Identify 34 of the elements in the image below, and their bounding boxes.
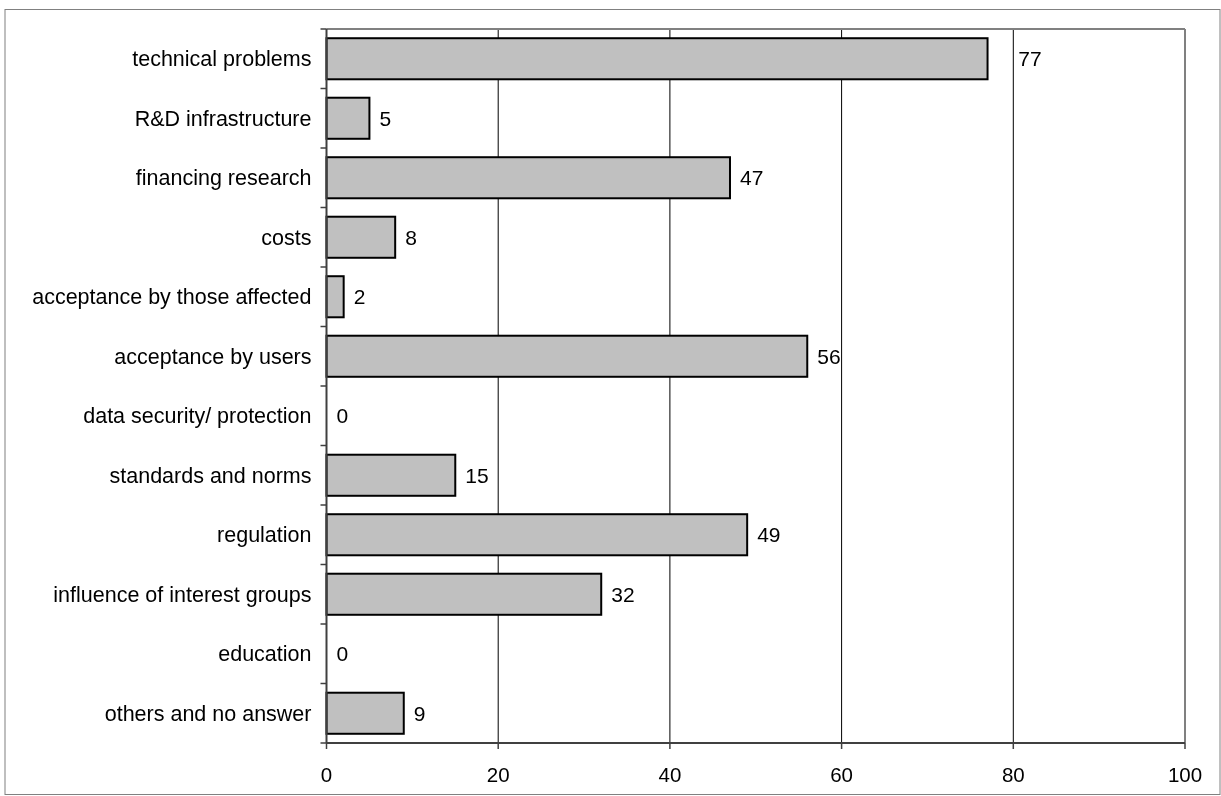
x-tick-label: 40 [658, 763, 682, 786]
x-tick-label: 0 [320, 763, 333, 786]
bar [325, 691, 405, 735]
y-tick-label: standards and norms [109, 463, 312, 488]
y-tick-label: education [218, 642, 312, 667]
data-label: 77 [1018, 47, 1042, 71]
y-tick-label: costs [261, 225, 312, 250]
data-label: 5 [379, 106, 392, 130]
x-tick-label: 20 [486, 763, 510, 786]
x-tick-label: 100 [1167, 763, 1203, 786]
y-tick-label: R&D infrastructure [134, 106, 312, 131]
bar [325, 453, 457, 497]
bar [325, 96, 371, 140]
data-label: 2 [353, 285, 366, 309]
data-label: 49 [757, 523, 781, 547]
data-label: 56 [817, 344, 841, 368]
y-tick-label: influence of interest groups [53, 582, 312, 607]
y-tick-label: regulation [217, 523, 312, 548]
data-label: 47 [739, 166, 764, 190]
y-tick-label: acceptance by users [114, 344, 312, 369]
x-tick-label: 60 [830, 763, 854, 786]
data-label: 9 [413, 701, 426, 725]
y-tick-label: data security/ protection [83, 404, 312, 429]
data-label: 15 [465, 463, 489, 487]
data-label: 0 [336, 642, 349, 666]
x-tick-label: 80 [1001, 763, 1025, 786]
y-tick-label: others and no answer [104, 701, 312, 726]
data-label: 32 [611, 582, 635, 606]
bar [325, 215, 397, 259]
data-label: 8 [405, 225, 417, 249]
y-tick-label: technical problems [132, 47, 312, 72]
data-label: 0 [336, 404, 349, 428]
y-tick-label: financing research [135, 166, 312, 191]
y-tick-label: acceptance by those affected [32, 285, 312, 310]
